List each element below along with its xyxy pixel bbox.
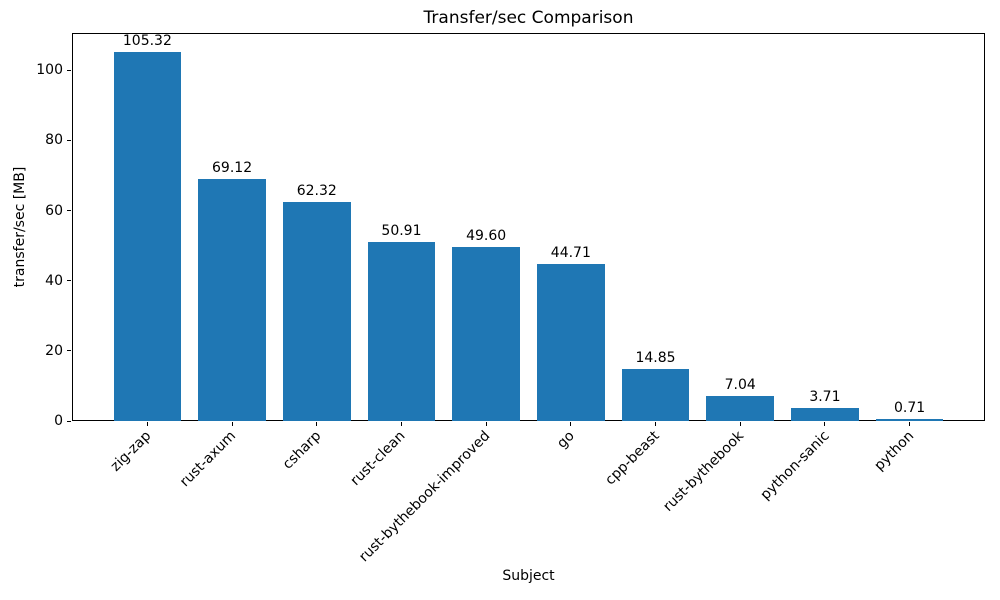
x-tick-mark — [316, 422, 318, 426]
x-tick-label: go — [554, 428, 579, 452]
plot-area-border — [72, 33, 985, 421]
y-tick-mark — [67, 210, 71, 211]
x-tick-mark — [739, 422, 741, 426]
bar — [791, 407, 859, 421]
x-tick-mark — [146, 422, 148, 426]
x-tick-label: csharp — [279, 428, 325, 473]
x-tick-label: cpp-beast — [602, 428, 663, 489]
y-tick-label: 60 — [45, 202, 63, 219]
bar-value-label: 69.12 — [212, 159, 253, 176]
x-tick-mark — [570, 422, 572, 426]
bar — [621, 368, 690, 421]
y-tick-label: 20 — [45, 342, 63, 359]
bar-value-label: 14.85 — [635, 349, 676, 366]
bar — [706, 396, 775, 421]
bar — [282, 202, 351, 421]
x-tick-mark — [909, 422, 911, 426]
x-tick-mark — [400, 422, 402, 426]
y-tick-label: 80 — [45, 132, 63, 149]
y-tick-mark — [67, 69, 71, 71]
bar-value-label: 50.91 — [381, 223, 422, 240]
x-tick-mark — [231, 422, 233, 426]
y-axis-label: transfer/sec [MB] — [12, 166, 28, 288]
x-tick-label: rust-axum — [177, 428, 240, 491]
bar-value-label: 0.71 — [894, 399, 926, 416]
x-axis-label: Subject — [502, 568, 555, 584]
bar — [198, 178, 266, 421]
bar-value-label: 105.32 — [122, 32, 172, 49]
y-tick-mark — [67, 280, 71, 282]
x-tick-label: rust-clean — [347, 428, 409, 489]
bar-value-label: 3.71 — [809, 388, 841, 405]
y-tick-label: 40 — [45, 272, 63, 289]
bar — [113, 51, 182, 421]
x-tick-mark — [824, 422, 826, 426]
bar — [536, 264, 605, 421]
bar-value-label: 44.71 — [550, 245, 591, 262]
x-tick-mark — [485, 422, 487, 426]
chart-title: Transfer/sec Comparison — [423, 8, 634, 28]
y-tick-mark — [67, 420, 71, 422]
y-tick-mark — [67, 139, 71, 141]
y-tick-mark — [67, 350, 71, 352]
x-tick-label: zig-zap — [108, 428, 155, 475]
bar-value-label: 49.60 — [466, 227, 507, 244]
bar — [875, 418, 944, 421]
bar-value-label: 62.32 — [296, 183, 337, 200]
bar — [452, 246, 521, 421]
x-tick-mark — [655, 422, 657, 426]
bar-value-label: 7.04 — [724, 377, 756, 394]
x-tick-label: python — [870, 428, 917, 474]
y-tick-label: 0 — [54, 413, 63, 429]
bar — [367, 242, 436, 421]
x-tick-label: rust-bythebook — [660, 428, 748, 515]
y-tick-label: 100 — [36, 62, 63, 79]
x-tick-label: python-sanic — [757, 428, 833, 504]
